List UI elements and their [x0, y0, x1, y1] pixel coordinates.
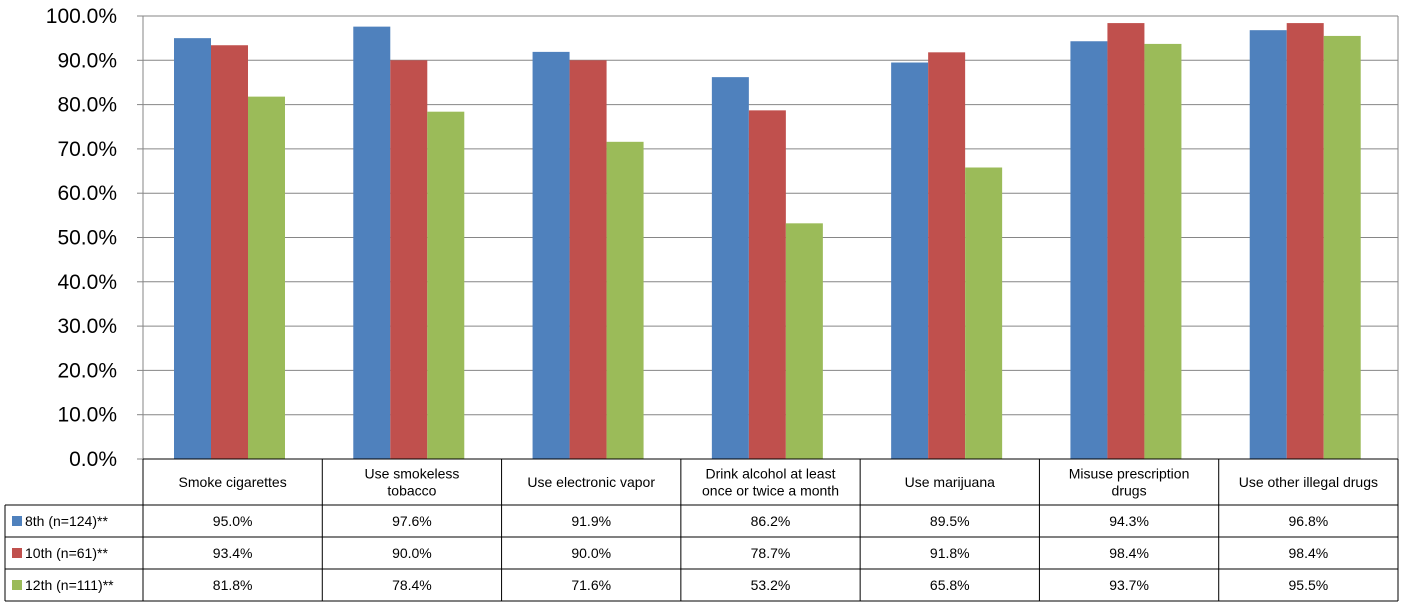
bar-series-1-5	[891, 62, 929, 459]
bar-series-2-4	[748, 110, 786, 459]
data-label-series-2-3: 90.0%	[571, 545, 611, 561]
data-label-series-3-1: 81.8%	[213, 577, 253, 593]
data-label-series-1-5: 89.5%	[930, 513, 970, 529]
bar-series-2-3	[569, 60, 607, 460]
y-tick-label: 30.0%	[57, 315, 117, 338]
y-tick-label: 0.0%	[69, 448, 117, 471]
category-label: Use electronic vapor	[527, 474, 655, 490]
data-label-series-3-7: 95.5%	[1289, 577, 1329, 593]
bars	[174, 23, 1361, 460]
category-label: Use smokeless	[364, 466, 459, 482]
y-tick-label: 10.0%	[57, 404, 117, 427]
legend-swatch-series-1	[12, 516, 22, 526]
data-label-series-1-4: 86.2%	[751, 513, 791, 529]
legend-label-series-3: 12th (n=111)**	[25, 577, 114, 593]
bar-series-2-1	[211, 45, 248, 459]
data-label-series-3-4: 53.2%	[751, 577, 791, 593]
bar-series-1-7	[1249, 30, 1287, 460]
y-tick-label: 100.0%	[46, 5, 117, 28]
bar-series-3-6	[1144, 43, 1182, 460]
bar-series-1-2	[353, 26, 391, 460]
data-label-series-2-2: 90.0%	[392, 545, 432, 561]
category-label: once or twice a month	[702, 483, 839, 499]
legend-label-series-2: 10th (n=61)**	[25, 545, 108, 561]
data-label-series-1-1: 95.0%	[213, 513, 253, 529]
y-tick-label: 20.0%	[57, 359, 117, 382]
bar-series-2-7	[1286, 23, 1324, 459]
y-tick-label: 90.0%	[57, 49, 117, 72]
y-tick-label: 80.0%	[57, 94, 117, 117]
legend-label-series-1: 8th (n=124)**	[25, 513, 108, 529]
bar-series-2-6	[1107, 23, 1145, 459]
category-label: Use other illegal drugs	[1239, 474, 1378, 490]
data-label-series-1-7: 96.8%	[1289, 513, 1329, 529]
bar-series-1-6	[1070, 41, 1108, 459]
legend-swatch-series-2	[12, 548, 22, 558]
bar-series-1-4	[711, 77, 749, 459]
data-label-series-2-6: 98.4%	[1109, 545, 1149, 561]
data-label-series-3-3: 71.6%	[571, 577, 611, 593]
y-tick-label: 40.0%	[57, 271, 117, 294]
data-label-series-1-3: 91.9%	[571, 513, 611, 529]
category-label: Misuse prescription	[1069, 466, 1190, 482]
bar-series-3-1	[248, 96, 285, 459]
y-tick-label: 60.0%	[57, 182, 117, 205]
bar-series-2-2	[390, 60, 428, 460]
data-label-series-1-2: 97.6%	[392, 513, 432, 529]
bar-series-3-2	[427, 111, 465, 460]
category-label: tobacco	[387, 483, 436, 499]
data-label-series-3-2: 78.4%	[392, 577, 432, 593]
data-label-series-2-1: 93.4%	[213, 545, 253, 561]
data-label-series-2-4: 78.7%	[751, 545, 791, 561]
bar-series-3-7	[1323, 35, 1361, 460]
data-label-series-3-6: 93.7%	[1109, 577, 1149, 593]
category-label: Use marijuana	[905, 474, 995, 490]
bar-series-1-1	[174, 38, 211, 460]
y-tick-label: 50.0%	[57, 227, 117, 250]
data-label-series-3-5: 65.8%	[930, 577, 970, 593]
bar-series-2-5	[928, 52, 966, 460]
category-label: Drink alcohol at least	[706, 466, 836, 482]
data-label-series-2-5: 91.8%	[930, 545, 970, 561]
y-tick-label: 70.0%	[57, 138, 117, 161]
bar-series-3-4	[785, 223, 823, 459]
bar-series-3-5	[965, 167, 1003, 460]
data-label-series-2-7: 98.4%	[1289, 545, 1329, 561]
bar-series-1-3	[532, 51, 570, 460]
category-label: Smoke cigarettes	[179, 474, 287, 490]
legend-swatch-series-3	[12, 580, 22, 590]
y-axis-tick-labels: 0.0% 10.0% 20.0% 30.0% 40.0% 50.0% 60.0% 70.0% 8…	[46, 5, 117, 471]
category-label: drugs	[1112, 483, 1147, 499]
bar-series-3-3	[606, 141, 644, 459]
data-label-series-1-6: 94.3%	[1109, 513, 1149, 529]
